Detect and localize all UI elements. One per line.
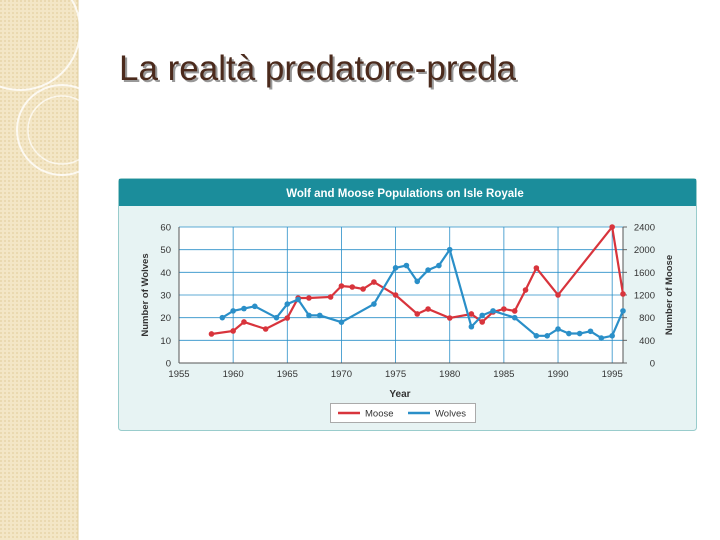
data-point xyxy=(219,314,226,321)
slide-title: La realtà predatore-preda xyxy=(119,49,516,88)
y-tick-label: 20 xyxy=(160,313,171,324)
data-point xyxy=(479,312,486,319)
data-point xyxy=(555,292,561,298)
data-point xyxy=(446,246,453,253)
data-point xyxy=(468,323,475,330)
data-point xyxy=(414,278,421,285)
data-point xyxy=(295,296,301,303)
y-tick-label: 60 xyxy=(160,223,171,234)
x-tick-label: 1975 xyxy=(385,369,406,380)
x-tick-label: 1980 xyxy=(439,369,460,380)
data-point xyxy=(392,292,399,298)
data-point xyxy=(468,311,475,317)
legend-label: Moose xyxy=(365,409,394,420)
x-axis-label: Year xyxy=(389,389,410,400)
data-point xyxy=(262,326,269,332)
y-axis-label: Number of Wolves xyxy=(140,253,151,336)
y-tick-label: 30 xyxy=(160,291,171,302)
x-tick-label: 1965 xyxy=(277,369,298,380)
data-point xyxy=(479,319,486,325)
data-point xyxy=(620,291,626,297)
data-point xyxy=(555,326,561,332)
y-tick-label: 0 xyxy=(166,359,171,370)
y-tick-label: 40 xyxy=(160,268,171,279)
data-point xyxy=(587,328,594,335)
x-tick-label: 1995 xyxy=(602,369,623,380)
chart-title: Wolf and Moose Populations on Isle Royal… xyxy=(286,188,523,200)
data-point xyxy=(338,319,345,326)
data-point xyxy=(230,308,236,314)
title-shadow: La realtà predatore-preda xyxy=(121,51,518,90)
data-point xyxy=(490,308,496,314)
y2-tick-label: 1600 xyxy=(634,268,655,279)
legend-label: Wolves xyxy=(435,409,466,420)
data-point xyxy=(620,308,626,314)
data-point xyxy=(392,265,399,271)
data-point xyxy=(241,319,247,325)
y2-tick-label: 400 xyxy=(639,336,655,347)
data-point xyxy=(371,301,377,307)
data-point xyxy=(306,312,312,319)
y-tick-label: 10 xyxy=(160,336,171,347)
x-tick-label: 1960 xyxy=(223,369,244,380)
data-point xyxy=(436,262,442,269)
data-point xyxy=(609,333,615,339)
data-point xyxy=(360,286,366,292)
data-point xyxy=(338,283,345,289)
data-point xyxy=(208,331,215,337)
data-point xyxy=(425,306,431,312)
data-point xyxy=(252,303,258,310)
deco-circle xyxy=(0,0,81,91)
deco-circle xyxy=(27,95,97,165)
data-point xyxy=(327,294,334,300)
data-point xyxy=(501,306,507,312)
data-point xyxy=(576,330,583,337)
chart-header xyxy=(119,179,696,206)
data-point xyxy=(284,315,291,321)
side-strip xyxy=(0,0,78,540)
data-point xyxy=(533,265,540,271)
deco-circle xyxy=(16,84,108,176)
y2-tick-label: 1200 xyxy=(634,291,655,302)
data-point xyxy=(241,305,247,312)
x-tick-label: 1985 xyxy=(493,369,514,380)
data-point xyxy=(598,335,605,341)
series-line xyxy=(211,224,625,336)
y2-tick-label: 2400 xyxy=(634,223,655,234)
y2-tick-label: 0 xyxy=(650,359,655,370)
data-point xyxy=(544,333,550,339)
data-point xyxy=(284,301,291,307)
data-point xyxy=(316,312,323,319)
y2-tick-label: 2000 xyxy=(634,245,655,256)
data-point xyxy=(403,262,410,269)
data-point xyxy=(511,314,518,321)
x-tick-label: 1970 xyxy=(331,369,352,380)
data-point xyxy=(425,267,431,273)
legend xyxy=(330,403,476,423)
data-point xyxy=(230,328,236,334)
y-tick-label: 50 xyxy=(160,245,171,256)
data-point xyxy=(566,330,572,337)
y2-tick-label: 800 xyxy=(639,313,655,324)
data-point xyxy=(371,279,377,285)
data-point xyxy=(511,308,518,314)
x-tick-label: 1955 xyxy=(168,369,189,380)
data-point xyxy=(446,315,453,321)
y2-axis-label: Number of Moose xyxy=(664,255,675,335)
data-point xyxy=(609,224,615,230)
data-point xyxy=(522,287,529,293)
data-point xyxy=(306,295,312,301)
x-tick-label: 1990 xyxy=(547,369,568,380)
data-point xyxy=(414,311,421,317)
data-point xyxy=(349,284,356,290)
data-point xyxy=(533,333,540,339)
data-point xyxy=(273,314,280,321)
